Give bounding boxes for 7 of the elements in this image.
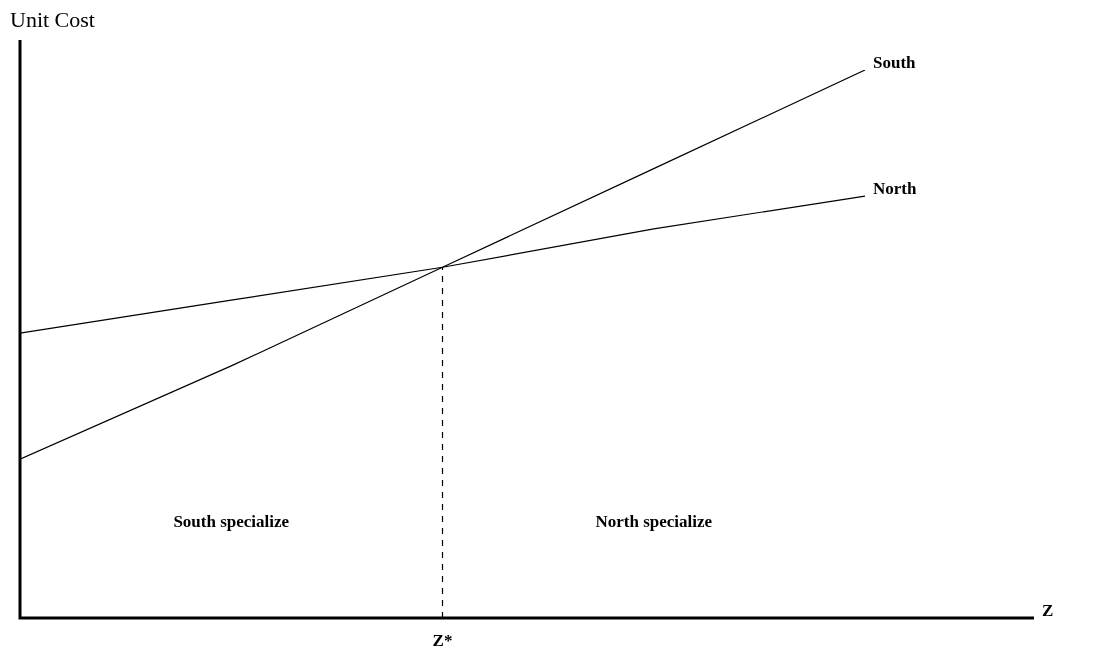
annotation: North specialize	[595, 512, 713, 532]
annotation: South specialize	[173, 512, 290, 532]
y-axis-title: Unit Cost	[10, 6, 95, 32]
series-label: South	[873, 52, 917, 72]
series-label: North	[873, 178, 917, 198]
x-axis-title: Z	[1042, 601, 1054, 621]
text: Z*	[432, 631, 453, 651]
